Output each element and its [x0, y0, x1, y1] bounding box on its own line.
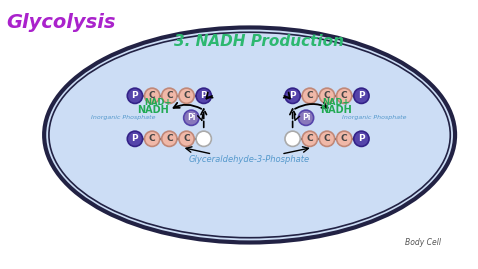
Circle shape [127, 131, 142, 146]
Circle shape [354, 131, 369, 146]
Circle shape [298, 110, 314, 125]
Text: C: C [306, 91, 313, 100]
Circle shape [179, 88, 194, 104]
Circle shape [302, 88, 317, 104]
Text: NAD+: NAD+ [145, 98, 172, 107]
Text: Inorganic Phosphate: Inorganic Phosphate [90, 115, 155, 120]
Text: C: C [306, 134, 313, 143]
Circle shape [319, 131, 335, 146]
Circle shape [337, 131, 352, 146]
Text: C: C [341, 134, 348, 143]
Text: Glyceraldehyde-3-Phosphate: Glyceraldehyde-3-Phosphate [189, 155, 310, 164]
Text: Glycolysis: Glycolysis [7, 13, 116, 32]
Circle shape [302, 131, 317, 146]
Text: C: C [183, 134, 190, 143]
Text: Pi: Pi [187, 113, 196, 122]
Text: C: C [183, 91, 190, 100]
Circle shape [196, 131, 211, 146]
Text: C: C [166, 134, 173, 143]
Text: NADH: NADH [138, 105, 169, 115]
Circle shape [354, 88, 369, 104]
Text: C: C [166, 91, 173, 100]
Circle shape [184, 110, 199, 125]
Text: NADH: NADH [320, 105, 352, 115]
Circle shape [285, 88, 300, 104]
Text: Inorganic Phosphate: Inorganic Phosphate [342, 115, 407, 120]
Text: NAD+: NAD+ [322, 98, 350, 107]
Text: P: P [358, 134, 365, 143]
Circle shape [144, 131, 160, 146]
Text: C: C [149, 91, 155, 100]
Circle shape [162, 88, 177, 104]
Circle shape [127, 88, 142, 104]
Text: C: C [149, 134, 155, 143]
Text: 3. NADH Production: 3. NADH Production [174, 34, 344, 49]
Circle shape [144, 88, 160, 104]
Text: P: P [289, 91, 296, 100]
Text: P: P [131, 91, 138, 100]
Text: Pi: Pi [302, 113, 310, 122]
Circle shape [337, 88, 352, 104]
Circle shape [319, 88, 335, 104]
Text: C: C [341, 91, 348, 100]
Text: P: P [200, 91, 207, 100]
Text: Body Cell: Body Cell [404, 238, 441, 246]
Text: P: P [358, 91, 365, 100]
Text: P: P [131, 134, 138, 143]
Circle shape [196, 88, 211, 104]
Text: C: C [324, 91, 330, 100]
Text: C: C [324, 134, 330, 143]
Circle shape [162, 131, 177, 146]
Circle shape [285, 131, 300, 146]
Circle shape [179, 131, 194, 146]
Ellipse shape [44, 27, 455, 242]
